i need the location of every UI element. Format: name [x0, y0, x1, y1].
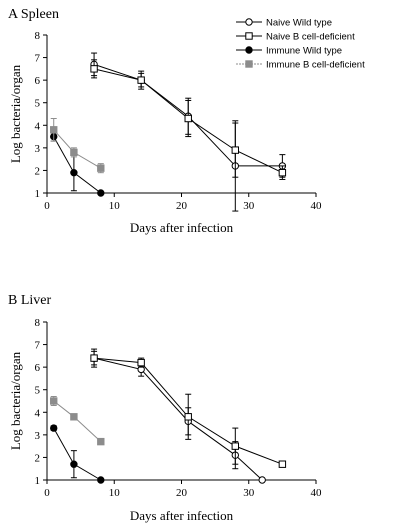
- data-point: [231, 146, 240, 154]
- data-point: [50, 397, 58, 405]
- legend-marker: [245, 18, 253, 26]
- series-immune-b-cell-deficient: [50, 395, 105, 446]
- legend-item: Immune Wild type: [236, 46, 342, 57]
- series-line: [53, 400, 102, 442]
- data-point: [70, 413, 78, 421]
- legend-label: Naive Wild type: [266, 18, 332, 29]
- legend-item: Naive Wild type: [236, 18, 332, 29]
- data-point: [50, 126, 58, 134]
- series-naive-b-cell-deficient: [90, 350, 287, 468]
- data-point: [50, 424, 58, 432]
- data-point: [97, 164, 105, 172]
- data-point: [184, 114, 192, 123]
- y-tick-label: 2: [35, 165, 41, 177]
- x-axis-title: Days after infection: [130, 508, 234, 523]
- y-axis-title: Log bacteria/organ: [8, 64, 23, 163]
- y-tick-label: 1: [35, 188, 41, 200]
- data-point: [70, 148, 78, 157]
- chart-panel-spleen: A Spleen 1 2 3 4 5 6 7 8 0 10 20 30 40 Days after infe…: [8, 7, 365, 235]
- series-naive-wild-type: [90, 348, 266, 484]
- legend-label: Immune Wild type: [266, 46, 342, 57]
- series-immune-wild-type: [50, 131, 105, 197]
- legend-item: Naive B cell-deficient: [236, 32, 355, 43]
- series-immune-b-cell-deficient: [50, 118, 105, 174]
- y-tick-label: 8: [35, 30, 41, 42]
- series-line: [53, 136, 102, 194]
- data-point: [184, 413, 192, 421]
- series-line: [53, 427, 102, 481]
- series-naive-b-cell-deficient: [90, 59, 287, 180]
- x-tick-label: 20: [176, 200, 188, 212]
- y-tick-label: 2: [35, 452, 41, 464]
- x-tick-label: 40: [311, 487, 323, 499]
- series-immune-wild-type: [50, 424, 105, 484]
- y-tick-label: 4: [35, 407, 41, 419]
- data-point: [97, 476, 105, 484]
- data-point: [258, 476, 266, 484]
- data-point: [278, 460, 287, 468]
- x-tick-label: 10: [109, 200, 121, 212]
- y-axis-title: Log bacteria/organ: [8, 351, 23, 450]
- y-tick-label: 1: [35, 475, 41, 487]
- data-point: [90, 65, 98, 73]
- data-point: [70, 168, 78, 177]
- data-point: [97, 189, 105, 197]
- x-tick-label: 0: [44, 487, 50, 499]
- y-tick-label: 7: [35, 340, 41, 352]
- y-tick-label: 5: [35, 385, 41, 397]
- series-line: [93, 357, 263, 481]
- data-point: [137, 76, 145, 84]
- y-tick-label: 3: [35, 143, 41, 155]
- chart-title: A Spleen: [8, 7, 59, 22]
- legend-label: Immune B cell-deficient: [266, 60, 365, 71]
- data-point: [137, 358, 145, 367]
- y-tick-label: 7: [35, 53, 41, 65]
- y-tick-label: 6: [35, 362, 41, 374]
- data-point: [278, 168, 287, 177]
- x-tick-label: 40: [311, 200, 323, 212]
- x-axis-title: Days after infection: [130, 220, 234, 235]
- y-tick-label: 8: [35, 317, 41, 329]
- legend: Naive Wild type Naive B cell-deficient Imm…: [236, 18, 365, 71]
- chart-panel-liver: B Liver 1 2 3 4 5 6 7 8 0 10 20 30 40 Days after infec…: [8, 293, 322, 523]
- data-point: [231, 442, 240, 450]
- legend-marker: [245, 60, 253, 68]
- legend-marker: [245, 46, 253, 54]
- data-point: [90, 354, 98, 362]
- legend-marker: [245, 32, 253, 40]
- x-tick-label: 30: [243, 487, 255, 499]
- x-tick-label: 0: [44, 200, 50, 212]
- y-tick-label: 6: [35, 75, 41, 87]
- x-tick-label: 20: [176, 487, 188, 499]
- y-tick-label: 3: [35, 430, 41, 442]
- x-tick-label: 30: [243, 200, 255, 212]
- chart-title: B Liver: [8, 293, 51, 308]
- data-point: [97, 437, 105, 446]
- y-tick-label: 5: [35, 98, 41, 110]
- y-tick-label: 4: [35, 120, 41, 132]
- legend-label: Naive B cell-deficient: [266, 32, 355, 43]
- x-tick-label: 10: [109, 487, 121, 499]
- legend-item: Immune B cell-deficient: [236, 60, 365, 71]
- data-point: [70, 460, 78, 468]
